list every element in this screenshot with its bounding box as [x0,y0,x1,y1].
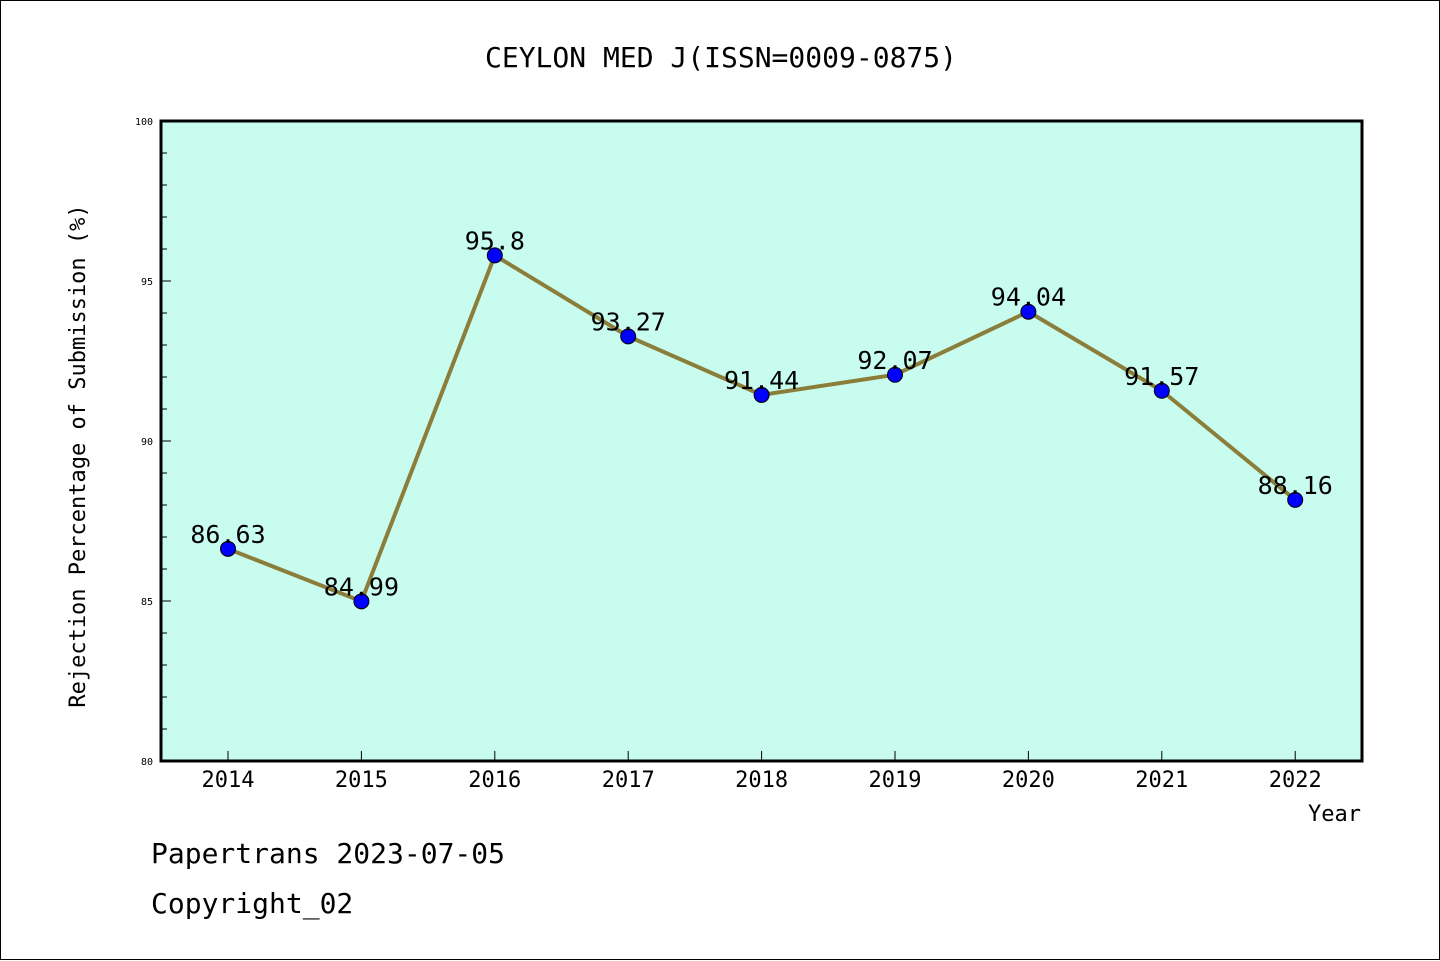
x-tick-label: 2017 [602,768,655,793]
data-label: 91.44 [724,366,799,395]
data-label: 88.16 [1258,471,1333,500]
x-axis-label: Year [1308,802,1361,827]
y-axis-label: Rejection Percentage of Submission (%) [66,204,91,707]
data-point [1153,382,1170,399]
x-axis: 2014 2015 2016 2017 2018 2019 2020 2021 2022 [202,751,1322,793]
data-label: 92.07 [857,346,932,375]
y-axis: 80 85 90 95 100 [135,117,171,768]
y-tick-label: 80 [141,757,153,768]
data-label: 91.57 [1124,362,1199,391]
data-label: 86.63 [190,520,265,549]
data-point [220,540,236,557]
x-tick-label: 2019 [869,768,922,793]
data-label: 94.04 [991,283,1066,312]
data-point [620,328,637,345]
data-point [1287,491,1304,508]
data-label: 95.8 [465,226,525,255]
data-point [486,247,503,264]
footer-copyright: Copyright_02 [151,887,354,920]
data-point [753,386,770,403]
y-tick-label: 95 [141,277,153,288]
data-point [887,366,903,383]
series-line-group [220,247,1304,610]
x-tick-label: 2021 [1135,768,1188,793]
x-tick-label: 2016 [468,768,521,793]
data-point [1020,303,1037,320]
x-tick-label: 2014 [202,768,255,793]
plot-area [159,119,1364,763]
y-tick-label: 85 [141,597,153,608]
x-tick-label: 2020 [1002,768,1055,793]
chart-title: CEYLON MED J(ISSN=0009-0875) [485,41,957,74]
y-tick-label: 90 [141,437,153,448]
x-tick-label: 2015 [335,768,388,793]
data-label: 84.99 [324,572,399,601]
footer-date: Papertrans 2023-07-05 [151,837,506,870]
x-tick-label: 2022 [1269,768,1322,793]
x-tick-label: 2018 [735,768,788,793]
y-tick-label: 100 [135,117,153,128]
data-labels-group: 86.63 84.99 95.8 93.27 91.44 92.07 94.04 91.57 8… [190,226,1332,601]
data-label: 93.27 [591,307,666,336]
data-point [353,593,370,610]
